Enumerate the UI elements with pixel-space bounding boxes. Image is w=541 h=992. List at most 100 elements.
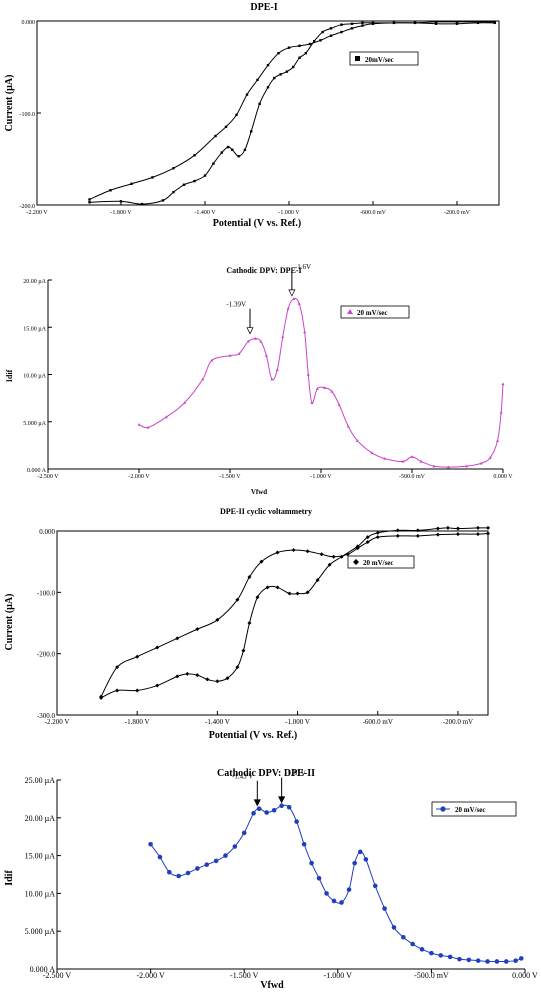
data-point — [438, 953, 444, 958]
data-point — [266, 63, 270, 67]
x-axis-label: Vfwd — [260, 980, 284, 991]
data-point — [392, 21, 396, 25]
data-point — [241, 648, 246, 653]
data-point — [313, 40, 316, 43]
data-point — [250, 130, 253, 133]
data-point — [155, 645, 160, 650]
data-point — [465, 464, 469, 468]
data-point — [286, 306, 290, 310]
legend-marker — [347, 309, 353, 314]
data-point — [329, 27, 333, 30]
x-tick-label: -2.500 V — [37, 474, 59, 480]
data-point — [247, 621, 252, 625]
data-point — [119, 200, 123, 203]
data-point — [237, 352, 241, 355]
data-point — [235, 665, 240, 670]
data-point — [401, 934, 406, 940]
y-tick-label: 0.000 A — [27, 468, 47, 474]
annotation-arrowhead — [246, 327, 254, 335]
data-point — [488, 456, 492, 459]
data-point — [309, 860, 314, 866]
data-point — [305, 549, 310, 554]
x-tick-label: -2.000 V — [136, 971, 165, 980]
y-tick-label: -200.0 — [37, 651, 56, 659]
data-point — [277, 52, 280, 55]
y-tick-label: 20.00 µA — [25, 814, 56, 823]
data-point — [226, 145, 230, 149]
y-axis-label: Current (µA) — [4, 594, 15, 651]
data-point — [195, 627, 200, 632]
x-axis-label: Vfwd — [251, 488, 267, 496]
data-point — [331, 554, 336, 559]
x-tick-label: 0.000 V — [493, 474, 513, 480]
data-point — [455, 532, 460, 537]
data-point — [327, 562, 332, 567]
data-point — [258, 102, 261, 105]
data-point — [115, 665, 120, 670]
y-tick-label: -100.0 — [37, 589, 56, 597]
data-point — [201, 377, 205, 381]
data-point — [275, 585, 280, 590]
y-tick-label: 0.000 — [22, 20, 36, 26]
x-tick-label: -2.000 V — [128, 474, 150, 480]
data-point — [447, 954, 453, 960]
data-point — [457, 956, 462, 962]
data-point — [375, 530, 380, 535]
chart-title: DPE-I — [250, 2, 277, 13]
x-tick-label: -200.0 mV — [443, 718, 473, 726]
data-point — [382, 906, 387, 911]
x-tick-label: -600.0 mV — [360, 210, 387, 216]
data-point — [361, 21, 364, 25]
data-point — [291, 548, 296, 553]
chart-title: Cathodic DPV: DPE-II — [217, 768, 315, 779]
data-point — [375, 535, 380, 540]
y-tick-label: 5.000 µA — [23, 421, 46, 427]
y-axis-label: Idif — [4, 870, 15, 886]
data-point — [264, 354, 268, 357]
data-point — [304, 52, 307, 55]
plot-frame — [36, 20, 500, 206]
data-point — [176, 873, 181, 879]
data-point — [224, 125, 228, 128]
y-tick-label: 15.00 µA — [23, 326, 46, 332]
data-point — [215, 617, 220, 622]
data-point — [137, 422, 141, 426]
data-point — [265, 585, 270, 590]
data-point — [330, 389, 334, 393]
data-point — [204, 862, 210, 867]
data-point — [496, 439, 500, 442]
legend-box: 20 mV/sec — [431, 801, 517, 817]
data-point — [255, 595, 260, 600]
data-point — [493, 21, 496, 25]
data-point — [287, 46, 291, 49]
chart-dpe-i-dpv: Cathodic DPV: DPE-I Idif Vfwd 20 mV/sec … — [5, 263, 513, 496]
data-point — [346, 887, 352, 892]
data-point — [306, 372, 310, 376]
data-point — [287, 591, 292, 596]
data-point — [247, 575, 252, 579]
data-point — [361, 24, 364, 27]
data-point — [182, 183, 186, 186]
data-point — [215, 679, 220, 684]
annotation-label: -1.30 V — [285, 770, 306, 778]
x-tick-label: -1.000 V — [285, 718, 310, 726]
data-point — [88, 198, 91, 201]
series-line — [89, 21, 495, 200]
legend-box: 20 mV/sec — [347, 555, 415, 569]
data-point — [370, 451, 374, 455]
data-point — [298, 56, 301, 59]
data-point — [183, 401, 186, 405]
data-point — [395, 533, 400, 538]
data-point — [415, 528, 420, 533]
data-point — [410, 941, 415, 947]
data-point — [213, 858, 219, 864]
x-tick-label: -1.000 V — [310, 474, 332, 480]
data-point — [292, 65, 295, 69]
data-point — [434, 20, 438, 24]
data-point — [350, 27, 354, 30]
data-point — [329, 34, 333, 37]
data-point — [279, 73, 282, 76]
data-point — [214, 134, 217, 138]
data-point — [340, 30, 343, 34]
y-tick-label: 0.000 — [39, 528, 55, 536]
